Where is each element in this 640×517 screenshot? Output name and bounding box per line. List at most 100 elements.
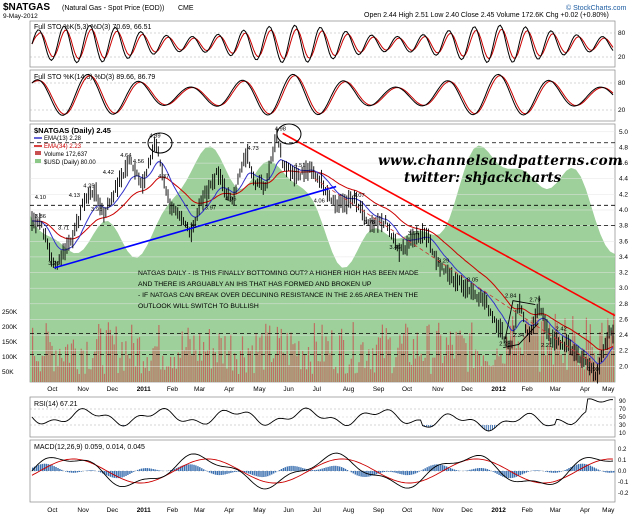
macd-histogram-bar bbox=[146, 468, 148, 471]
rsi-tick-10: 10 bbox=[619, 431, 626, 437]
x-axis-label: Apr bbox=[224, 386, 235, 393]
price-annotation: 2.21 bbox=[541, 343, 552, 349]
volume-bar bbox=[564, 318, 566, 382]
volume-bar bbox=[385, 328, 387, 382]
macd-histogram-bar bbox=[467, 470, 469, 471]
macd-histogram-bar bbox=[502, 471, 504, 477]
macd-histogram-bar bbox=[286, 466, 288, 471]
volume-bar bbox=[33, 356, 36, 382]
macd-histogram-bar bbox=[471, 469, 473, 471]
volume-bar bbox=[129, 358, 131, 382]
volume-bar bbox=[370, 369, 372, 382]
macd-histogram-bar bbox=[401, 471, 403, 475]
macd-histogram-bar bbox=[121, 471, 123, 478]
macd-histogram-bar bbox=[278, 470, 281, 471]
volume-bar bbox=[135, 366, 137, 382]
macd-histogram-bar bbox=[387, 471, 389, 472]
volume-bar bbox=[609, 336, 611, 382]
macd-histogram-bar bbox=[333, 465, 335, 471]
x-axis-label: May bbox=[602, 507, 615, 514]
x-axis-label: Jul bbox=[313, 507, 322, 514]
price-annotation: 4.06 bbox=[225, 197, 236, 203]
x-axis-label: Nov bbox=[77, 386, 89, 393]
macd-histogram-bar bbox=[189, 464, 191, 471]
macd-histogram-bar bbox=[158, 470, 160, 471]
date-label: 9-May-2012 bbox=[3, 13, 38, 20]
macd-histogram-bar bbox=[92, 470, 94, 471]
macd-histogram-bar bbox=[49, 464, 51, 471]
volume-bar bbox=[568, 339, 570, 382]
macd-histogram-bar bbox=[100, 471, 102, 473]
volume-bar bbox=[539, 371, 541, 382]
volume-bar bbox=[195, 349, 197, 382]
macd-histogram-bar bbox=[442, 465, 444, 471]
volume-bar bbox=[313, 323, 315, 382]
macd-histogram-bar bbox=[156, 469, 158, 471]
volume-bar bbox=[170, 356, 172, 382]
volume-bar bbox=[59, 348, 61, 382]
volume-bar bbox=[146, 357, 148, 382]
ihs-neckline bbox=[504, 300, 536, 340]
macd-histogram-bar bbox=[113, 471, 115, 478]
macd-histogram-bar bbox=[144, 468, 147, 471]
volume-bar bbox=[203, 342, 205, 382]
macd-panel: MACD(12,26,9) 0.059, 0.014, 0.045 0.2 0.… bbox=[29, 439, 629, 503]
volume-bar bbox=[585, 317, 587, 382]
volume-bar bbox=[218, 333, 220, 382]
macd-histogram-bar bbox=[230, 471, 232, 473]
macd-histogram-bar bbox=[599, 470, 601, 471]
macd-tick-m02: -0.2 bbox=[618, 491, 629, 497]
volume-bar bbox=[117, 373, 119, 382]
macd-histogram-bar bbox=[558, 471, 560, 473]
price-annotation: 4.56 bbox=[133, 159, 144, 165]
macd-histogram-bar bbox=[480, 468, 483, 471]
volume-bar bbox=[342, 340, 345, 382]
volume-bar bbox=[401, 343, 403, 382]
macd-histogram-bar bbox=[181, 465, 183, 471]
macd-histogram-bar bbox=[185, 464, 187, 471]
volume-bar bbox=[224, 336, 226, 382]
x-axis-label: Aug bbox=[343, 507, 355, 514]
price-annotation: 3.05 bbox=[467, 277, 478, 283]
volume-bar bbox=[92, 358, 94, 382]
macd-histogram-bar bbox=[168, 470, 170, 471]
macd-histogram-bar bbox=[226, 471, 228, 474]
volume-bar bbox=[156, 346, 158, 382]
volume-bar bbox=[296, 356, 298, 382]
price-label: $NATGAS (Daily) 2.45 bbox=[34, 126, 111, 135]
volume-bar bbox=[599, 332, 601, 382]
macd-histogram-bar bbox=[434, 464, 436, 471]
volume-bar bbox=[191, 355, 193, 382]
volume-bar bbox=[257, 351, 259, 382]
macd-histogram-bar bbox=[364, 471, 366, 477]
volume-bar bbox=[35, 361, 38, 382]
macd-histogram-bar bbox=[154, 469, 156, 471]
volume-bar bbox=[512, 316, 514, 382]
volume-bar bbox=[204, 351, 207, 382]
volume-bar bbox=[144, 367, 146, 382]
price-tick-label: 3.8 bbox=[619, 223, 628, 230]
macd-histogram-bar bbox=[183, 465, 185, 471]
x-axis-label: Nov bbox=[432, 507, 444, 514]
volume-bar bbox=[84, 373, 86, 382]
macd-histogram-bar bbox=[486, 469, 489, 471]
macd-histogram-bar bbox=[232, 471, 234, 473]
volume-bar bbox=[399, 334, 401, 382]
volume-bar bbox=[576, 349, 578, 382]
macd-histogram-bar bbox=[372, 471, 374, 476]
volume-bar bbox=[486, 361, 488, 382]
price-annotation: 4.51 bbox=[294, 163, 305, 169]
price-annotation: 3.29 bbox=[438, 259, 449, 265]
macd-histogram-bar bbox=[422, 469, 424, 471]
macd-histogram-bar bbox=[498, 471, 500, 475]
volume-bar bbox=[436, 330, 438, 382]
macd-histogram-bar bbox=[352, 471, 354, 474]
copyright-label: © StockCharts.com bbox=[566, 4, 627, 12]
macd-histogram-bar bbox=[405, 471, 407, 476]
volume-bar bbox=[572, 316, 574, 382]
x-axis-label: Mar bbox=[550, 386, 562, 393]
volume-bar bbox=[601, 322, 603, 382]
macd-histogram-bar bbox=[187, 464, 189, 471]
macd-histogram-bar bbox=[257, 471, 259, 477]
volume-bar bbox=[267, 332, 269, 382]
